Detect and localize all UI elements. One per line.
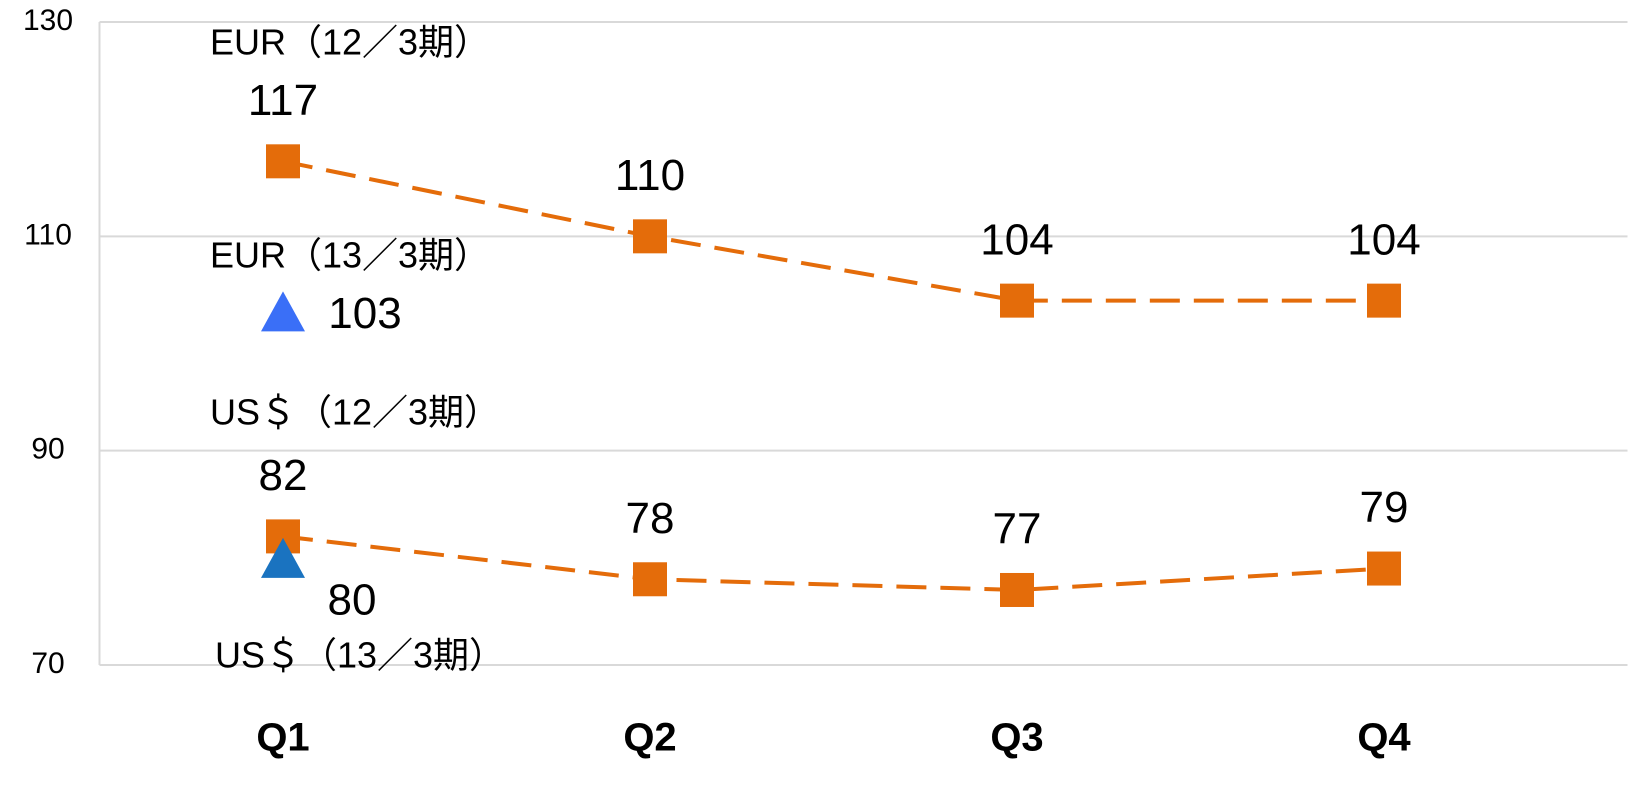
x-tick-label: Q4 xyxy=(1357,716,1411,760)
series-line xyxy=(282,159,1384,303)
data-label: 104 xyxy=(1347,215,1420,264)
series-name: EUR（13／3期） xyxy=(210,235,490,276)
y-tick-label: 70 xyxy=(31,647,64,680)
series-name: US＄（12／3期） xyxy=(210,392,500,433)
marker xyxy=(1367,283,1401,318)
data-label: 104 xyxy=(980,215,1053,264)
x-tick-label: Q2 xyxy=(623,716,676,760)
marker xyxy=(1367,551,1401,586)
marker xyxy=(261,291,305,332)
data-label: 82 xyxy=(259,451,308,500)
x-tick-label: Q3 xyxy=(990,716,1043,760)
x-tick-label: Q1 xyxy=(256,716,309,760)
y-tick-label: 110 xyxy=(24,218,72,251)
data-label: 103 xyxy=(328,289,401,338)
data-label: 79 xyxy=(1360,483,1409,532)
series-line xyxy=(282,534,1385,592)
data-label: 77 xyxy=(993,505,1042,554)
marker xyxy=(633,562,667,597)
data-label: 78 xyxy=(626,494,675,543)
data-label: 80 xyxy=(328,575,377,624)
marker xyxy=(1000,283,1034,318)
y-tick-label: 130 xyxy=(23,4,73,37)
series-name: EUR（12／3期） xyxy=(210,22,490,63)
data-label: 110 xyxy=(615,151,685,200)
marker xyxy=(266,144,300,179)
marker xyxy=(261,537,305,578)
y-tick-label: 90 xyxy=(31,433,64,466)
marker xyxy=(633,219,667,254)
data-label: 117 xyxy=(248,76,318,125)
marker xyxy=(1000,572,1034,607)
series-name: US＄（13／3期） xyxy=(215,635,505,676)
